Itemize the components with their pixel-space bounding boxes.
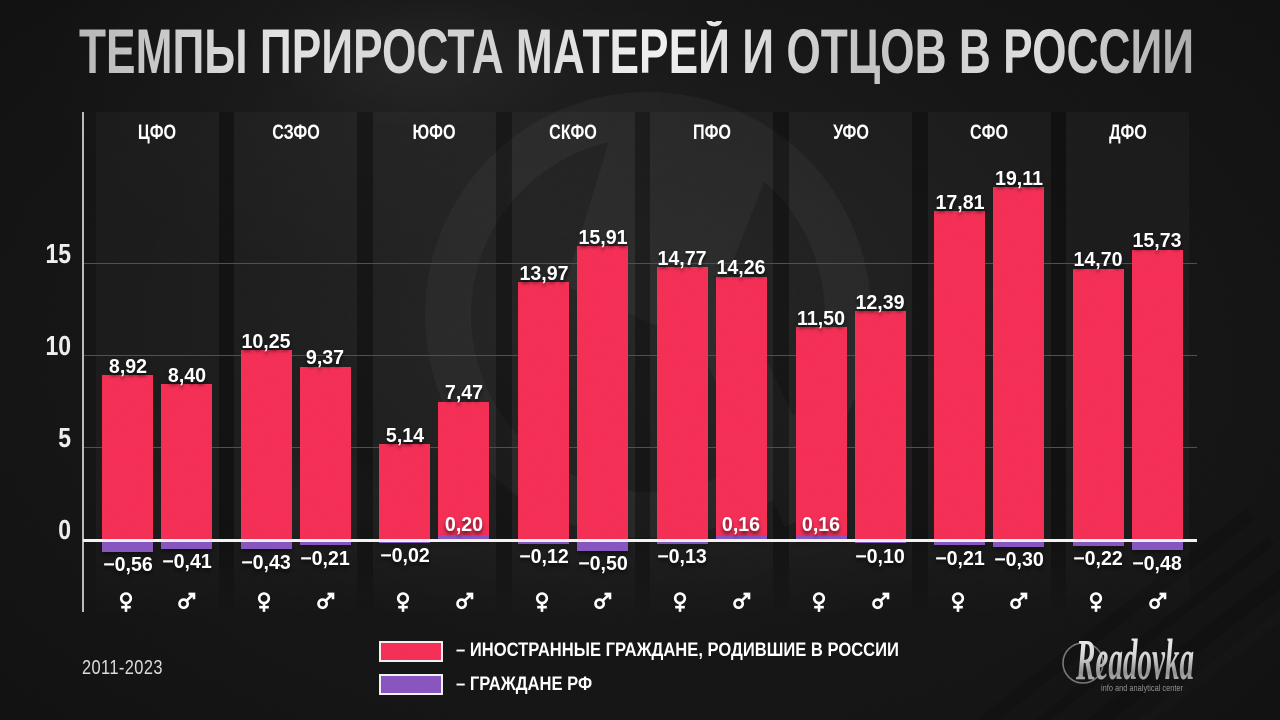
svg-text:info and analytical center: info and analytical center: [1101, 683, 1183, 693]
